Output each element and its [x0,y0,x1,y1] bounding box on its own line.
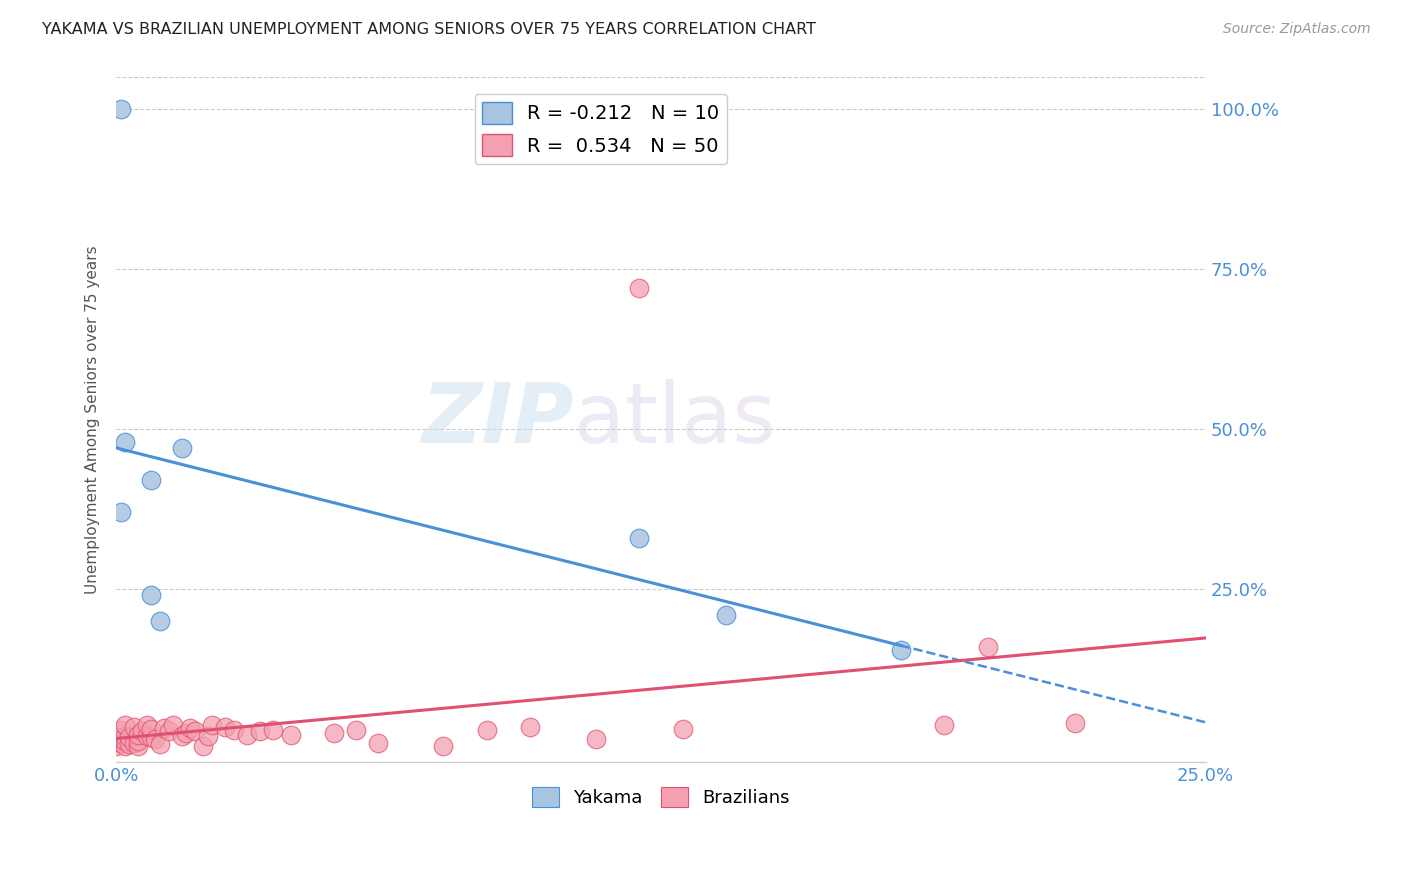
Point [367,735,389,749]
Point [672,722,695,736]
Point [131,724,153,739]
Point [114,739,136,753]
Point [628,531,651,545]
Point [585,732,607,747]
Point [139,474,162,488]
Point [890,643,912,657]
Point [127,734,149,748]
Point [280,728,302,742]
Point [262,723,284,737]
Legend: Yakama, Brazilians: Yakama, Brazilians [524,780,797,814]
Point [1064,716,1087,731]
Point [977,640,1000,654]
Point [214,720,236,734]
Point [139,589,162,603]
Point [105,739,128,753]
Text: Source: ZipAtlas.com: Source: ZipAtlas.com [1223,22,1371,37]
Point [139,731,162,745]
Point [628,281,651,295]
Y-axis label: Unemployment Among Seniors over 75 years: Unemployment Among Seniors over 75 years [86,245,100,594]
Point [110,735,132,749]
Point [135,729,157,743]
Point [114,729,136,743]
Point [193,739,215,753]
Point [475,723,498,737]
Point [432,739,454,753]
Point [122,720,145,734]
Point [934,717,956,731]
Point [149,614,172,628]
Point [110,732,132,747]
Point [110,505,132,519]
Point [157,724,180,739]
Point [183,724,205,739]
Point [122,735,145,749]
Point [127,728,149,742]
Point [323,726,346,740]
Point [135,717,157,731]
Point [114,717,136,731]
Point [236,728,259,742]
Point [127,739,149,753]
Point [716,607,738,622]
Point [162,717,184,731]
Text: YAKAMA VS BRAZILIAN UNEMPLOYMENT AMONG SENIORS OVER 75 YEARS CORRELATION CHART: YAKAMA VS BRAZILIAN UNEMPLOYMENT AMONG S… [42,22,815,37]
Point [170,729,193,743]
Point [149,737,172,751]
Point [118,731,141,745]
Point [179,721,201,735]
Point [197,729,219,743]
Text: atlas: atlas [574,379,776,460]
Point [114,435,136,450]
Point [170,442,193,456]
Point [110,723,132,737]
Point [153,721,176,735]
Point [118,737,141,751]
Text: ZIP: ZIP [422,379,574,460]
Point [201,717,224,731]
Point [519,720,541,734]
Point [110,103,132,117]
Point [174,726,197,740]
Point [139,722,162,736]
Point [114,734,136,748]
Point [145,732,167,747]
Point [222,723,245,737]
Point [344,723,367,737]
Point [249,724,271,739]
